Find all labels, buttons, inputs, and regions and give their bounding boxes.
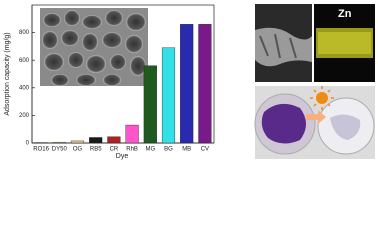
x-tick-label: MB	[182, 147, 191, 153]
bar	[107, 136, 121, 144]
plot-frame	[31, 4, 215, 144]
bar	[180, 24, 194, 144]
x-tick-label: RhB	[126, 147, 138, 153]
y-tick-label: 600	[19, 58, 30, 64]
bar	[143, 65, 157, 144]
sem-photo	[255, 4, 312, 82]
y-axis-title: Adsorption capacity (mg/g)	[4, 32, 11, 115]
element-label: Zn	[338, 8, 352, 20]
bar	[89, 137, 103, 144]
bar	[125, 124, 139, 144]
x-tick-label: RB5	[90, 147, 102, 153]
sem-inset	[40, 8, 148, 86]
bar	[52, 141, 66, 144]
x-tick-label: OG	[73, 147, 83, 153]
bar	[198, 24, 212, 144]
x-tick-label: MG	[145, 147, 155, 153]
y-tick-label: 800	[19, 30, 30, 36]
y-tick-label: 200	[19, 113, 30, 119]
x-tick-label: CR	[110, 147, 119, 153]
dish-photos	[254, 86, 375, 159]
bar	[161, 47, 176, 144]
x-tick-label: BG	[164, 147, 173, 153]
y-tick-label: 400	[19, 85, 30, 91]
x-tick-label: CV	[201, 147, 209, 153]
x-tick-label: DY50	[52, 147, 68, 153]
eds-map: Zn	[314, 4, 375, 82]
bar	[70, 140, 85, 144]
y-tick-label: 0	[26, 141, 30, 147]
x-axis-title: Dye	[116, 153, 129, 160]
figure: Adsorption capacity (mg/g) Dye Zn 0 200 40…	[4, 4, 375, 160]
x-tick-label: RO16	[33, 147, 49, 153]
